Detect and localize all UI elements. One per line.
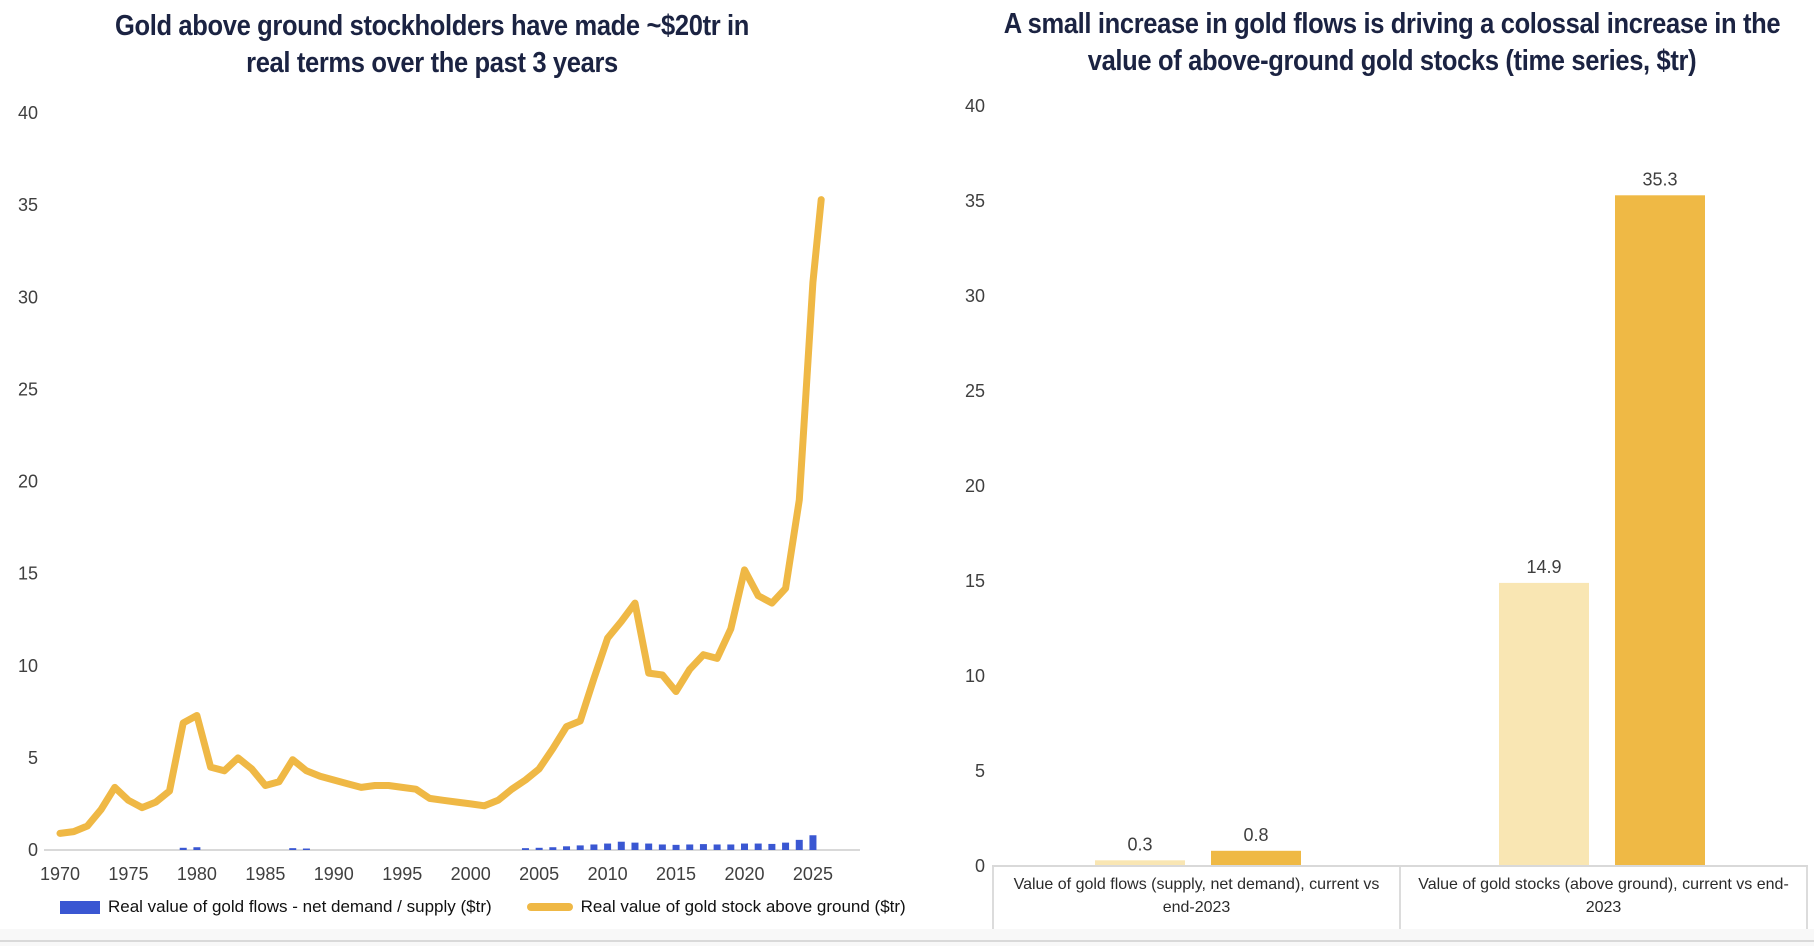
bar-value-label: 35.3 [1642,169,1677,189]
legend-label-flows: Real value of gold flows - net demand / … [108,897,492,916]
left-y-axis-labels: 0 5 10 15 20 25 30 35 40 [18,103,38,860]
flow-bar [302,848,310,850]
bar-group: 14.9 35.3 [1499,169,1705,867]
x-tick-label: 1980 [177,864,217,884]
bar-group: 0.3 0.8 [1095,825,1301,866]
legend-item-stock: Real value of gold stock above ground ($… [526,897,906,917]
x-tick-label: 1975 [108,864,148,884]
y-tick-label: 20 [965,476,985,496]
flow-bar [535,847,543,850]
y-tick-label: 25 [965,381,985,401]
flow-bar [193,847,201,850]
x-tick-label: 2025 [793,864,833,884]
x-tick-label: 2015 [656,864,696,884]
left-x-axis-labels: 1970 1975 1980 1985 1990 1995 2000 2005 2010 2015… [40,864,833,884]
flow-bar [617,841,625,850]
left-chart-legend: Real value of gold flows - net demand / … [60,897,906,917]
value-bar [1615,195,1705,867]
category-label-gold-flows: Value of gold flows (supply, net demand)… [992,867,1399,929]
flow-bar [590,844,598,850]
flow-bar [809,835,817,850]
bar-chart-category-row: Value of gold flows (supply, net demand)… [992,867,1808,929]
gold-flows-bars [179,835,817,850]
flow-bar [645,843,653,850]
right-chart-title: A small increase in gold flows is drivin… [1003,8,1781,77]
stock-line-swatch-icon [526,903,573,911]
y-tick-label: 5 [975,761,985,781]
x-tick-label: 1970 [40,864,80,884]
y-tick-label: 40 [18,103,38,123]
flows-bar-swatch-icon [60,900,100,914]
value-bar [1211,850,1301,866]
flow-bar [782,842,790,850]
flow-bar [576,845,584,850]
flow-bar [631,842,639,850]
bar-value-label: 0.3 [1127,834,1152,854]
flow-bar [727,844,735,850]
y-tick-label: 35 [18,195,38,215]
y-tick-label: 15 [965,571,985,591]
flow-bar [699,844,707,850]
x-tick-label: 2005 [519,864,559,884]
bar-value-label: 0.8 [1243,825,1268,845]
gold-flows-vs-stocks-bar-chart: 0 5 10 15 20 25 30 35 40 0.3 0.8 14.9 35.3 [965,96,1808,876]
gold-stock-line [56,196,825,837]
flow-bar [521,848,529,850]
x-tick-label: 1990 [314,864,354,884]
flow-bar [289,848,297,850]
flow-bar [754,843,762,850]
x-tick-label: 2020 [724,864,764,884]
y-tick-label: 30 [965,286,985,306]
flow-bar [179,847,187,850]
flow-bar [658,844,666,850]
flow-bar [604,843,612,850]
footer-divider-line [0,940,1814,942]
footer-band [0,929,1814,946]
y-tick-label: 0 [975,856,985,876]
y-tick-label: 20 [18,472,38,492]
y-tick-label: 10 [18,656,38,676]
y-tick-label: 35 [965,191,985,211]
flow-bar [672,844,680,850]
x-tick-label: 1985 [245,864,285,884]
category-label-gold-stocks: Value of gold stocks (above ground), cur… [1399,867,1808,929]
left-chart-title: Gold above ground stockholders have made… [114,10,750,79]
flow-bar [563,846,571,850]
y-tick-label: 5 [28,748,38,768]
y-tick-label: 30 [18,287,38,307]
y-tick-label: 40 [965,96,985,116]
x-tick-label: 2010 [588,864,628,884]
legend-item-flows: Real value of gold flows - net demand / … [60,897,492,917]
y-tick-label: 10 [965,666,985,686]
value-bar [1095,860,1185,866]
flow-bar [795,839,803,850]
y-tick-label: 0 [28,840,38,860]
x-tick-label: 1995 [382,864,422,884]
flow-bar [713,844,721,850]
flow-bar [768,843,776,850]
flow-bar [549,847,557,850]
legend-label-stock: Real value of gold stock above ground ($… [580,897,906,916]
flow-bar [741,843,748,850]
right-y-axis-labels: 0 5 10 15 20 25 30 35 40 [965,96,985,876]
y-tick-label: 25 [18,379,38,399]
flow-bar [686,844,694,850]
bar-value-label: 14.9 [1526,557,1561,577]
value-bar [1499,582,1589,866]
y-tick-label: 15 [18,564,38,584]
x-tick-label: 2000 [451,864,491,884]
